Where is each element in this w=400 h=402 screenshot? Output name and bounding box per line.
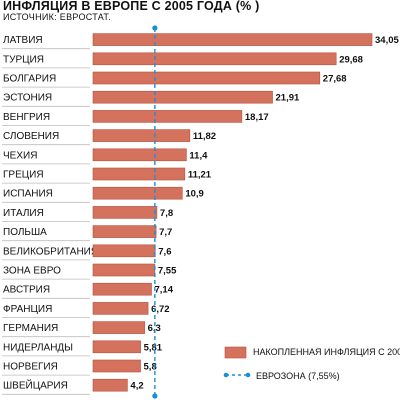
category-label: АВСТРИЯ [3, 285, 50, 296]
eurozone-line-bottom-dot [152, 393, 158, 399]
category-label: ИТАЛИЯ [3, 208, 44, 219]
bar [92, 148, 187, 162]
category-label: ЛАТВИЯ [3, 35, 43, 46]
value-label: 6,3 [148, 323, 161, 334]
value-label: 7,55 [158, 266, 177, 277]
legend-line-dot-left [223, 372, 229, 378]
value-label: 11,82 [193, 131, 216, 142]
chart-source: ИСТОЧНИК: ЕВРОСТАТ. [3, 12, 111, 22]
value-label: 5,81 [144, 342, 163, 353]
eurozone-line-top-dot [152, 25, 158, 31]
category-label: ЭСТОНИЯ [3, 93, 52, 104]
category-label: ИСПАНИЯ [3, 189, 53, 200]
category-label: БОЛГАРИЯ [3, 74, 56, 85]
value-label: 21,91 [276, 93, 300, 104]
bar [92, 378, 128, 392]
legend-bar-label: НАКОПЛЕННАЯ ИНФЛЯЦИЯ С 2005 ГОДА [253, 347, 400, 357]
value-label: 6,72 [151, 304, 170, 315]
bar [92, 33, 373, 46]
value-label: 7,6 [158, 246, 171, 257]
category-label: ШВЕЙЦАРИЯ [3, 379, 68, 392]
value-label: 10,9 [185, 189, 204, 200]
legend-line-label: ЕВРОЗОНА (7,55%) [256, 371, 340, 381]
bar [92, 71, 321, 85]
bar [92, 263, 156, 277]
value-label: 34,05 [375, 35, 399, 46]
category-label: ГЕРМАНИЯ [3, 323, 58, 334]
bar [92, 110, 243, 123]
category-label: ТУРЦИЯ [3, 54, 44, 65]
bar [92, 282, 152, 296]
chart-title: ИНФЛЯЦИЯ В ЕВРОПЕ С 2005 ГОДА (% ) [3, 0, 260, 13]
category-label: ВЕНГРИЯ [3, 112, 50, 123]
bar [92, 340, 141, 354]
category-label: ЧЕХИЯ [3, 150, 37, 161]
value-label: 29,68 [339, 54, 363, 65]
bar [92, 359, 141, 373]
bar [92, 244, 156, 258]
category-label: НИДЕРЛАНДЫ [3, 342, 73, 353]
value-label: 7,7 [159, 227, 172, 238]
legend-bar-swatch [224, 346, 247, 359]
category-label: ПОЛЬША [3, 227, 47, 238]
bar [92, 90, 273, 104]
value-label: 18,17 [245, 112, 269, 123]
category-label: ЗОНА ЕВРО [3, 266, 61, 277]
bar [92, 206, 158, 219]
category-label: ВЕЛИКОБРИТАНИЯ [3, 246, 98, 257]
value-label: 11,21 [188, 170, 212, 181]
value-label: 7,8 [160, 208, 173, 219]
value-label: 5,8 [144, 362, 157, 373]
bar [92, 52, 337, 66]
category-label: ГРЕЦИЯ [3, 170, 44, 181]
value-label: 27,68 [323, 74, 347, 85]
bar [92, 321, 145, 334]
category-label: ФРАНЦИЯ [3, 304, 52, 315]
legend-line-dot-right [245, 372, 251, 378]
value-label: 4,2 [130, 381, 143, 392]
value-label: 7,14 [155, 285, 174, 296]
category-label: НОРВЕГИЯ [3, 362, 58, 373]
value-label: 11,4 [189, 150, 208, 161]
bar [92, 186, 183, 200]
bar [92, 129, 191, 142]
bar [92, 225, 157, 238]
category-label: СЛОВЕНИЯ [3, 131, 59, 142]
bar [92, 167, 186, 181]
bar [92, 302, 149, 315]
